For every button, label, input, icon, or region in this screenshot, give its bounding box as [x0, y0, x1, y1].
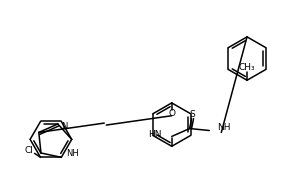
Text: NH: NH: [217, 123, 231, 132]
Text: O: O: [168, 109, 175, 118]
Text: S: S: [190, 110, 195, 119]
Text: NH: NH: [66, 149, 79, 158]
Text: Cl: Cl: [24, 146, 33, 155]
Text: N: N: [61, 122, 67, 132]
Text: CH₃: CH₃: [239, 63, 255, 72]
Text: HN: HN: [148, 130, 162, 139]
